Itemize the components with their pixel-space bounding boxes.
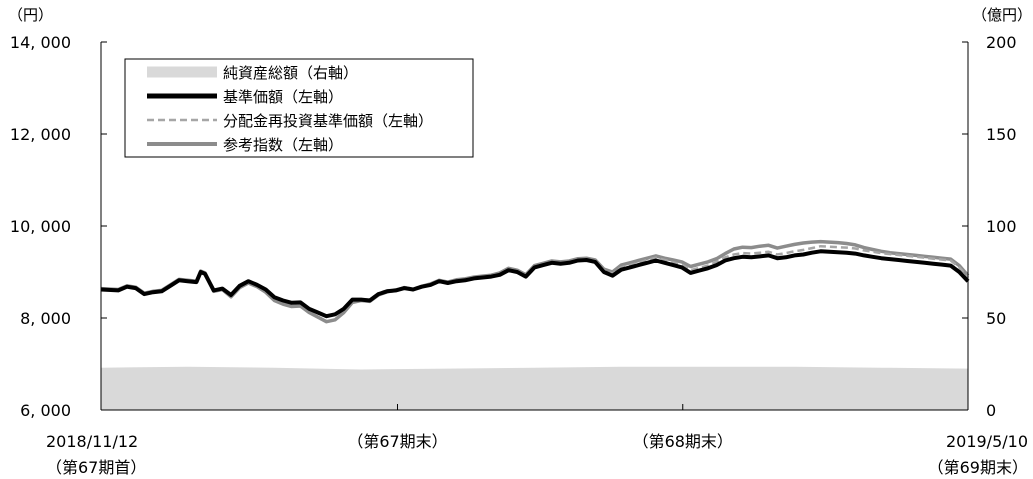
x-tick-sublabel: （第69期末） bbox=[928, 458, 1028, 477]
x-tick-label: （第67期末） bbox=[347, 432, 447, 451]
legend-entry-label: 純資産総額（右軸） bbox=[223, 64, 358, 82]
labels-layer: （円） （億円） 6, 000 8, 000 10, 000 12, 000 14, 0… bbox=[8, 6, 1032, 477]
legend-entry-label: 分配金再投資基準価額（左軸） bbox=[223, 112, 433, 130]
left-tick-label: 12, 000 bbox=[10, 125, 71, 144]
right-tick-label: 100 bbox=[986, 217, 1017, 236]
x-tick-label: 2019/5/10 bbox=[946, 432, 1028, 451]
legend-entry-label: 基準価額（左軸） bbox=[223, 88, 343, 106]
right-tick-label: 150 bbox=[986, 125, 1017, 144]
left-tick-label: 14, 000 bbox=[10, 33, 71, 52]
right-tick-label: 50 bbox=[986, 309, 1006, 328]
axes-layer bbox=[100, 41, 969, 411]
x-tick-label: 2018/11/12 bbox=[46, 432, 138, 451]
series-reinvested-nav-line bbox=[100, 244, 969, 318]
net-assets-area-layer bbox=[101, 366, 968, 410]
x-tick-sublabel: （第67期首） bbox=[46, 458, 146, 477]
left-axis-unit: （円） bbox=[8, 6, 53, 24]
left-tick-label: 6, 000 bbox=[20, 401, 71, 420]
legend-entry-label: 参考指数（左軸） bbox=[223, 136, 343, 154]
left-tick-label: 10, 000 bbox=[10, 217, 71, 236]
series-nav-line bbox=[100, 249, 970, 319]
legend: 純資産総額（右軸） 基準価額（左軸） 分配金再投資基準価額（左軸） 参考指数（左軸） bbox=[124, 58, 474, 158]
series-net-assets-area bbox=[101, 366, 968, 410]
lines-layer bbox=[100, 239, 970, 324]
left-tick-label: 8, 000 bbox=[20, 309, 71, 328]
right-tick-label: 0 bbox=[986, 401, 996, 420]
x-tick-label: （第68期末） bbox=[633, 432, 733, 451]
right-tick-label: 200 bbox=[986, 33, 1017, 52]
right-axis-unit: （億円） bbox=[972, 6, 1032, 24]
